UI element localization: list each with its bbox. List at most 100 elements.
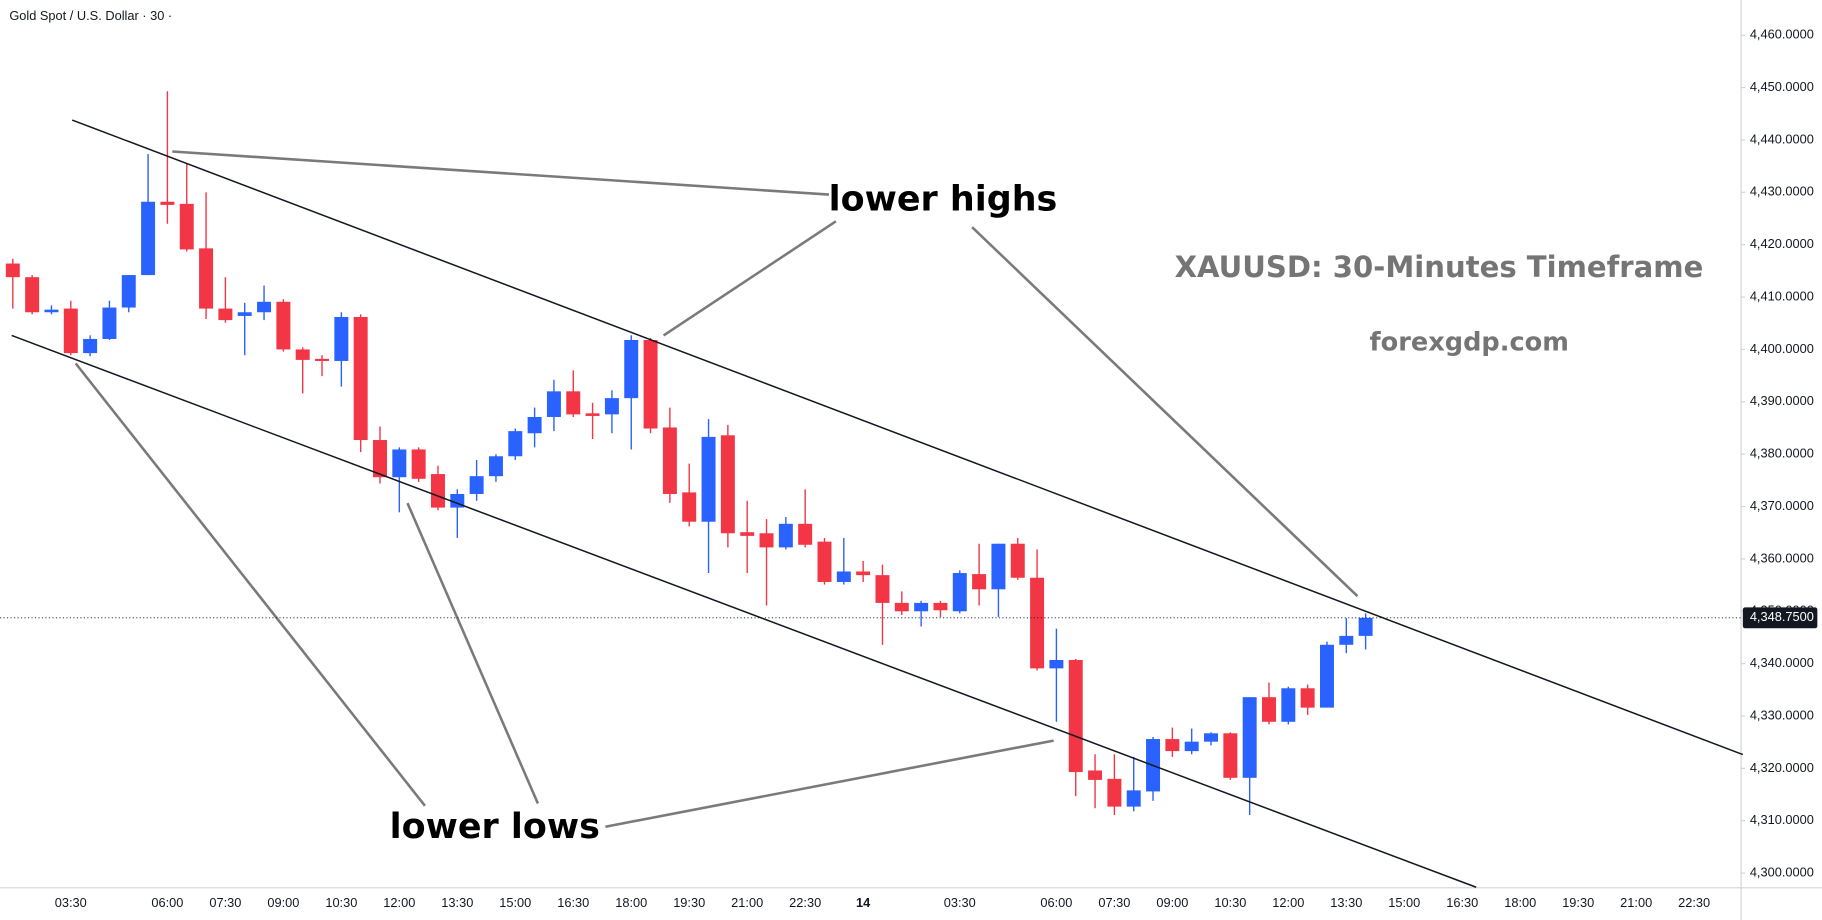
pointer-line [74, 362, 426, 807]
candle-body [257, 301, 272, 313]
candle-body [933, 602, 948, 611]
candle-body [991, 543, 1006, 590]
candle-body [643, 340, 658, 429]
symbol-title: Gold Spot / U.S. Dollar · 30 · [9, 8, 172, 23]
x-tick-label: 13:30 [1330, 895, 1362, 910]
candle-body [430, 474, 445, 508]
candle-body [759, 533, 774, 548]
candle-body [1223, 733, 1238, 778]
candle-body [972, 574, 987, 590]
candle-body [83, 338, 98, 354]
candle-body [1204, 733, 1219, 742]
candle-body [141, 201, 156, 276]
y-tick-label: 4,420.0000 [1750, 236, 1814, 251]
candle-body [894, 602, 909, 612]
candle-body [1010, 543, 1025, 578]
candle-body [469, 476, 484, 494]
trend-lines [11, 119, 1744, 888]
candle-body [334, 316, 349, 361]
pointer-line [605, 739, 1054, 828]
candle-body [218, 308, 233, 321]
y-tick-label: 4,390.0000 [1750, 393, 1814, 408]
y-tick-label: 4,300.0000 [1750, 865, 1814, 880]
x-tick-label: 06:00 [1040, 895, 1072, 910]
candle-body [237, 312, 252, 316]
last-price-label: 4,348.7500 [1750, 609, 1814, 624]
candle-body [1319, 644, 1334, 708]
candle-body [836, 571, 851, 582]
candle-body [740, 532, 755, 536]
candle-body [295, 349, 310, 360]
watermark-site: forexgdp.com [1370, 328, 1569, 358]
x-tick-label: 12:00 [1272, 895, 1304, 910]
y-tick-label: 4,360.0000 [1750, 550, 1814, 565]
candle-body [315, 358, 330, 361]
candle-body [624, 340, 639, 399]
candle-body [179, 203, 194, 250]
candle-body [276, 301, 291, 350]
x-tick-label: 13:30 [441, 895, 473, 910]
candle-body [508, 431, 523, 457]
x-tick-label: 16:30 [1446, 895, 1478, 910]
candle-body [5, 263, 20, 278]
candle-body [914, 602, 929, 612]
x-tick-label: 22:30 [1678, 895, 1710, 910]
x-tick-label: 16:30 [557, 895, 589, 910]
candle-body [1339, 635, 1354, 645]
candle-body [662, 427, 677, 494]
candle-body [25, 277, 40, 313]
x-tick-label: 10:30 [325, 895, 357, 910]
lower-channel-line [11, 334, 1477, 888]
candle-body [585, 413, 600, 416]
x-tick-label: 19:30 [1562, 895, 1594, 910]
x-tick-label: 18:00 [1504, 895, 1536, 910]
candle-body [566, 391, 581, 415]
candle-body [875, 575, 890, 603]
candle-body [527, 416, 542, 434]
y-tick-label: 4,400.0000 [1750, 341, 1814, 356]
x-tick-label: 21:00 [731, 895, 763, 910]
candle-body [1107, 778, 1122, 807]
pointer-line [406, 502, 540, 804]
candle-body [373, 440, 387, 478]
candle-body [1358, 617, 1373, 636]
x-tick-label: 09:00 [267, 895, 299, 910]
y-tick-label: 4,440.0000 [1750, 131, 1814, 146]
candle-body [1242, 697, 1257, 778]
candle-body [1281, 688, 1296, 722]
candle-body [121, 275, 136, 308]
pointer-line [662, 220, 837, 337]
candle-body [160, 201, 175, 205]
candle-body [720, 435, 735, 534]
pointer-lines [74, 150, 1359, 828]
x-tick-label: 09:00 [1156, 895, 1188, 910]
x-tick-label: 03:30 [944, 895, 976, 910]
y-tick-label: 4,330.0000 [1750, 707, 1814, 722]
y-tick-label: 4,450.0000 [1750, 79, 1814, 94]
candle-body [102, 307, 117, 339]
candle-body [798, 523, 813, 545]
y-tick-label: 4,310.0000 [1750, 812, 1814, 827]
x-tick-label: 06:00 [151, 895, 183, 910]
y-tick-label: 4,380.0000 [1750, 446, 1814, 461]
upper-channel-line [71, 119, 1744, 756]
candle-body [1300, 688, 1315, 708]
candle-body [1049, 659, 1064, 669]
annotation: lower highs [829, 179, 1058, 219]
candle-body [604, 398, 619, 415]
candle-body [353, 316, 368, 441]
candle-body [1030, 577, 1045, 669]
candle-body [778, 523, 793, 548]
x-tick-label: 10:30 [1214, 895, 1246, 910]
candle-body [701, 436, 716, 522]
pointer-line [971, 226, 1359, 598]
candle-body [1126, 790, 1141, 807]
x-tick-label: 07:30 [209, 895, 241, 910]
candle-body [817, 541, 832, 582]
last-price-box [1742, 607, 1818, 629]
candle-body [1088, 770, 1103, 780]
candle-body [1068, 659, 1083, 773]
x-tick-label: 19:30 [673, 895, 705, 910]
x-tick-label: 14 [856, 895, 871, 910]
